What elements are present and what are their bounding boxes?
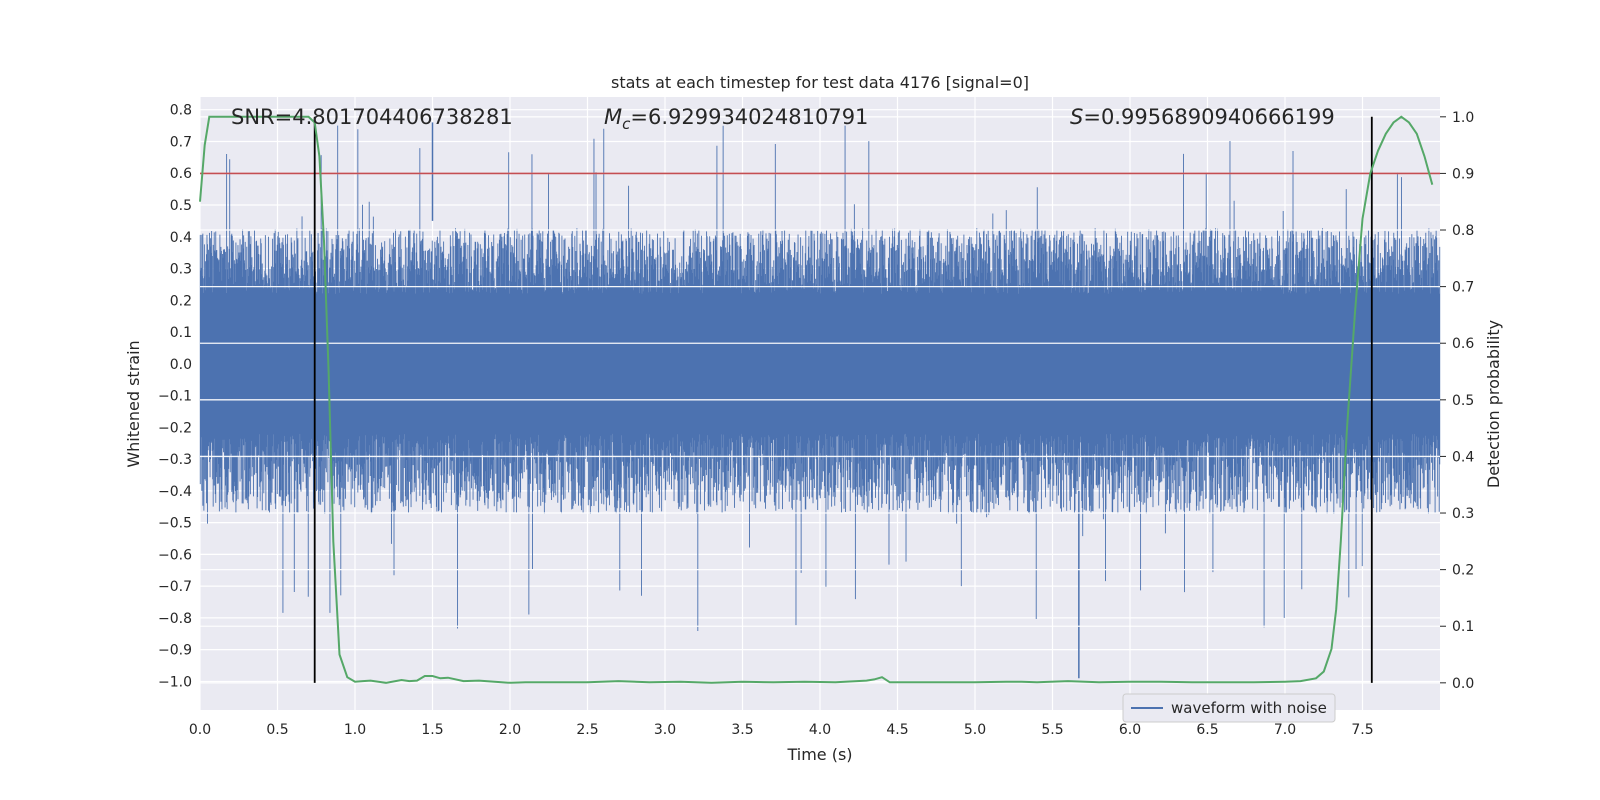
y-left-tick-label: 0.4 — [170, 230, 192, 246]
y-left-tick-label: −0.5 — [158, 516, 192, 532]
x-tick-label: 2.5 — [576, 722, 598, 738]
y-left-tick-label: 0.7 — [170, 134, 192, 150]
x-tick-label: 0.0 — [189, 722, 211, 738]
x-tick-label: 0.5 — [266, 722, 288, 738]
y-left-tick-label: 0.1 — [170, 325, 192, 341]
y-right-tick-label: 0.2 — [1452, 563, 1474, 579]
annotation-mc: Mc=6.929934024810791 — [604, 105, 868, 133]
y-right-tick-label: 0.7 — [1452, 280, 1474, 296]
y-left-tick-label: 0.0 — [170, 357, 192, 373]
y-right-tick-label: 0.3 — [1452, 506, 1474, 522]
x-tick-label: 7.5 — [1351, 722, 1373, 738]
x-tick-label: 3.5 — [731, 722, 753, 738]
y-left-tick-label: 0.5 — [170, 198, 192, 214]
x-tick-label: 5.5 — [1041, 722, 1063, 738]
annotation-mc-symbol: M — [604, 105, 622, 129]
x-tick-label: 1.0 — [344, 722, 366, 738]
annotation-s: S=0.9956890940666199 — [1070, 105, 1335, 129]
y-left-tick-label: −0.4 — [158, 484, 192, 500]
noise-series — [199, 116, 1441, 684]
legend: waveform with noise — [1122, 693, 1336, 723]
y-right-tick-label: 0.0 — [1452, 676, 1474, 692]
x-axis-label: Time (s) — [786, 745, 852, 764]
y-axis-label-right: Detection probability — [1484, 320, 1503, 488]
chart-title: stats at each timestep for test data 417… — [611, 73, 1029, 92]
annotation-s-value: =0.9956890940666199 — [1083, 105, 1334, 129]
x-tick-label: 7.0 — [1274, 722, 1296, 738]
y-right-tick-label: 0.4 — [1452, 449, 1474, 465]
annotation-snr: SNR=4.801704406738281 — [231, 105, 513, 129]
y-left-tick-label: 0.3 — [170, 262, 192, 278]
overlay-lines — [199, 115, 1440, 684]
y-left-tick-label: −0.9 — [158, 643, 192, 659]
x-tick-label: 6.0 — [1119, 722, 1141, 738]
x-tick-label: 5.0 — [964, 722, 986, 738]
y-right-tick-label: 1.0 — [1452, 110, 1474, 126]
y-left-tick-label: −0.6 — [158, 547, 192, 563]
axis-ticks: 0.0 0.5 1.0 1.5 2.0 2.5 3.0 3.5 4.0 4.5 5.0 5.5 6.0 6… — [158, 103, 1474, 738]
y-left-tick-label: −0.2 — [158, 420, 192, 436]
y-axis-label-left: Whitened strain — [124, 340, 143, 467]
y-right-tick-label: 0.1 — [1452, 619, 1474, 635]
y-left-tick-label: 0.6 — [170, 166, 192, 182]
y-right-tick-label: 0.9 — [1452, 166, 1474, 182]
y-right-tick-label: 0.6 — [1452, 336, 1474, 352]
legend-label: waveform with noise — [1171, 699, 1327, 717]
y-left-tick-label: −0.7 — [158, 579, 192, 595]
x-tick-label: 4.5 — [886, 722, 908, 738]
x-tick-label: 1.5 — [421, 722, 443, 738]
annotation-mc-value: =6.929934024810791 — [630, 105, 868, 129]
noise-core-band — [200, 293, 1440, 434]
annotation-mc-subscript: c — [622, 115, 631, 133]
y-left-tick-label: 0.8 — [170, 103, 192, 119]
annotation-s-symbol: S — [1070, 105, 1083, 129]
x-tick-label: 6.5 — [1196, 722, 1218, 738]
y-left-tick-label: −0.3 — [158, 452, 192, 468]
y-left-tick-label: 0.2 — [170, 293, 192, 309]
y-right-tick-label: 0.5 — [1452, 393, 1474, 409]
y-right-tick-label: 0.8 — [1452, 223, 1474, 239]
x-tick-label: 4.0 — [809, 722, 831, 738]
y-left-tick-label: −0.1 — [158, 389, 192, 405]
y-left-tick-label: −0.8 — [158, 611, 192, 627]
x-tick-label: 2.0 — [499, 722, 521, 738]
y-left-tick-label: −1.0 — [158, 674, 192, 690]
detection-probability-line — [199, 115, 1434, 684]
legend-box — [1122, 693, 1336, 723]
x-tick-label: 3.0 — [654, 722, 676, 738]
